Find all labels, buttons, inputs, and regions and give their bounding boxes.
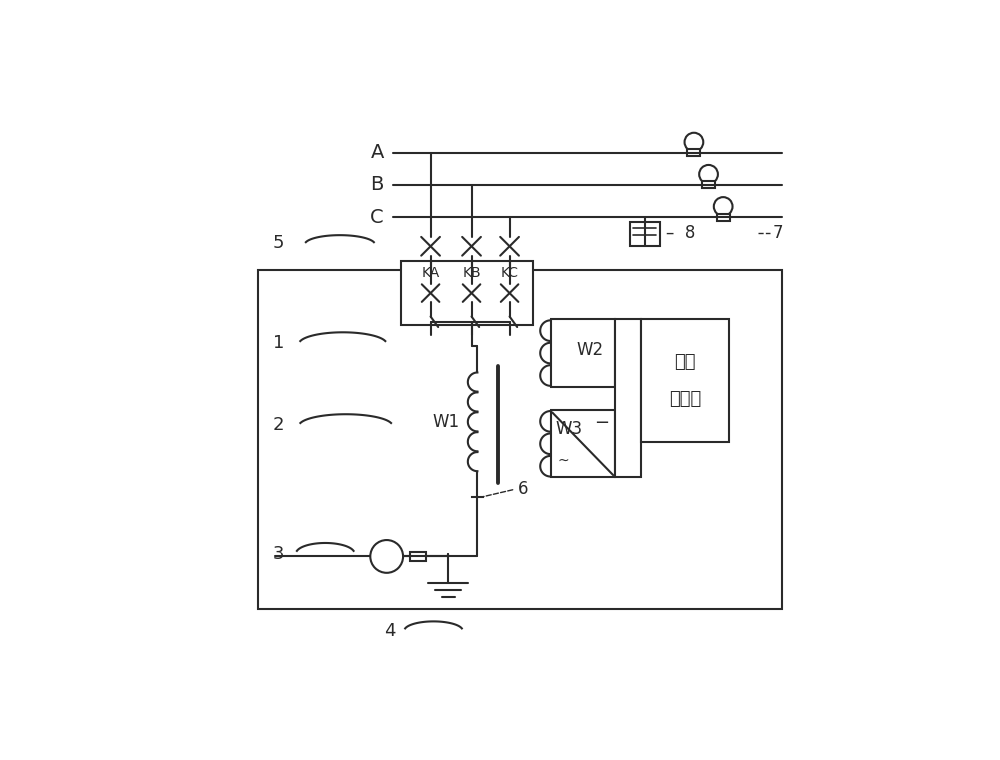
Text: 4: 4 [384, 622, 395, 640]
Bar [702, 182, 715, 188]
Bar [641, 319, 729, 442]
Text: A: A [370, 143, 384, 162]
Bar [687, 149, 700, 156]
Text: ~: ~ [558, 454, 569, 468]
Text: W2: W2 [577, 340, 604, 359]
Bar [258, 270, 782, 609]
Text: KA: KA [421, 266, 440, 280]
Text: C: C [370, 207, 384, 226]
Text: 3: 3 [273, 544, 284, 562]
Text: W1: W1 [433, 413, 460, 431]
Text: KB: KB [462, 266, 481, 280]
Bar [615, 319, 641, 477]
Text: KC: KC [501, 266, 519, 280]
Text: W3: W3 [555, 420, 582, 438]
Text: 1: 1 [273, 334, 284, 352]
Bar [630, 222, 660, 246]
Bar [401, 261, 533, 325]
Bar [410, 553, 426, 561]
Bar [717, 214, 730, 220]
Bar [551, 410, 615, 477]
Text: B: B [370, 176, 384, 195]
Text: 信号: 信号 [674, 353, 696, 372]
Text: 6: 6 [518, 480, 529, 498]
Text: –  8: – 8 [666, 224, 696, 242]
Text: −: − [594, 414, 610, 432]
Text: 5: 5 [273, 234, 284, 252]
Text: 7: 7 [773, 224, 783, 242]
Text: 2: 2 [273, 416, 284, 434]
Bar [551, 319, 615, 387]
Text: 发生器: 发生器 [669, 391, 701, 408]
